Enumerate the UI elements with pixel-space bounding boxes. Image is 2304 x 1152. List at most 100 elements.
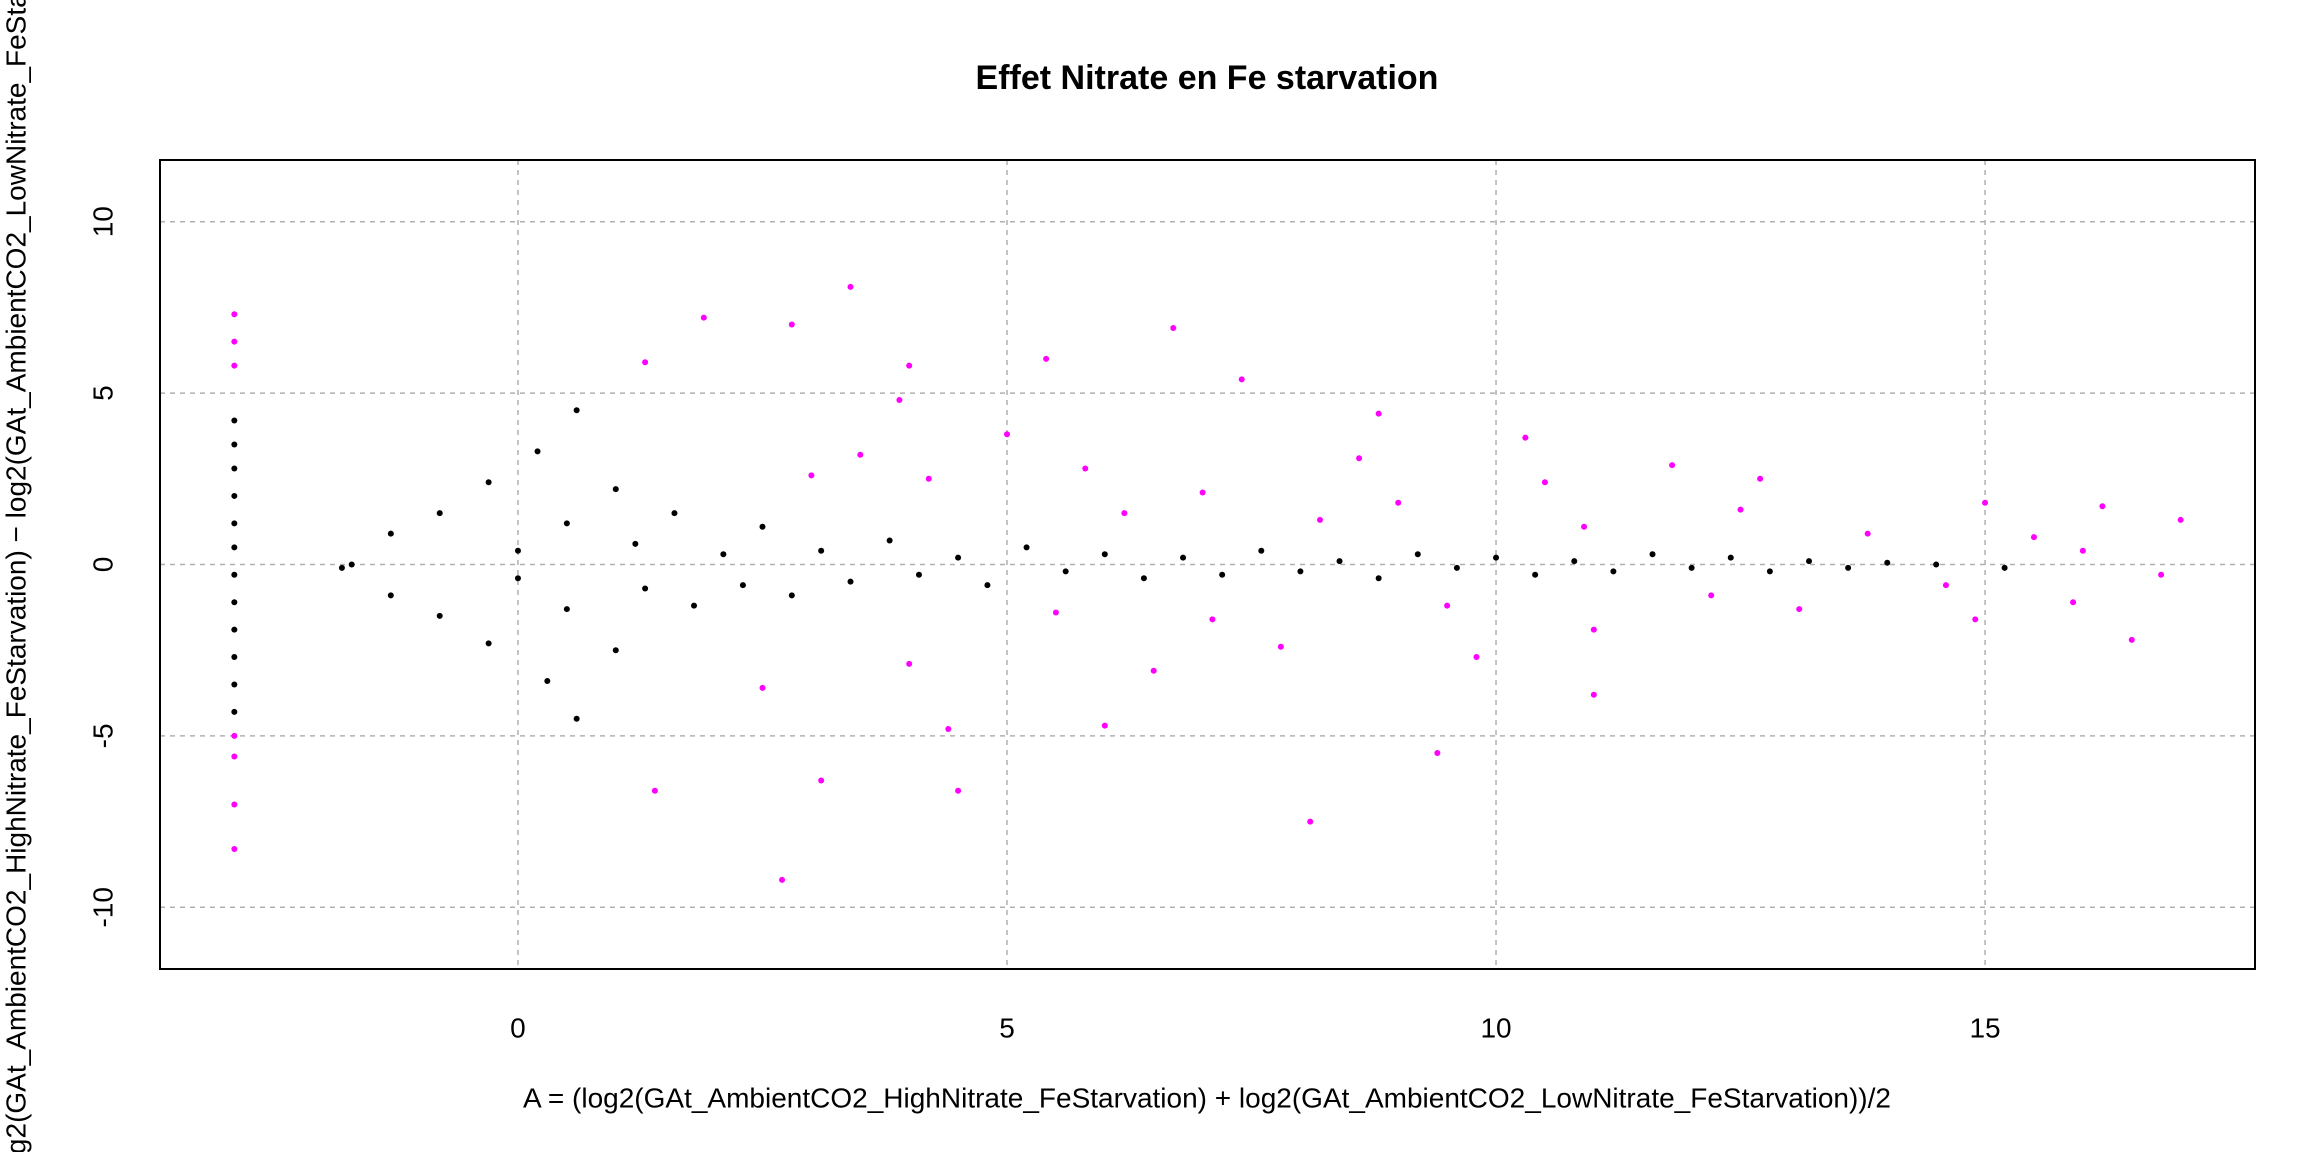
point [1140,575,1147,582]
point [984,582,991,589]
point [231,599,238,606]
point [1003,431,1010,438]
point [1473,654,1480,661]
point [779,876,786,883]
x-tick-label: 0 [510,1012,526,1043]
point [231,492,238,499]
point [1297,568,1304,575]
point [231,681,238,688]
point [1356,455,1363,462]
points [231,283,2184,883]
point [612,647,619,654]
point [436,612,443,619]
point [514,575,521,582]
point [906,362,913,369]
point [231,311,238,318]
point [886,537,893,544]
point [231,544,238,551]
point [1277,643,1284,650]
point [1180,554,1187,561]
point [642,585,649,592]
point [485,640,492,647]
point [691,602,698,609]
point [906,660,913,667]
point [1708,592,1715,599]
point [1737,506,1744,513]
point [671,510,678,517]
point [1942,582,1949,589]
point [231,441,238,448]
y-tick-label: 0 [87,557,118,573]
point [2030,534,2037,541]
point [231,708,238,715]
point [700,314,707,321]
point [1796,606,1803,613]
point [1541,479,1548,486]
x-axis-label: A = (log2(GAt_AmbientCO2_HighNitrate_FeS… [523,1082,1891,1113]
point [1522,434,1529,441]
point [1434,750,1441,757]
point [2128,636,2135,643]
point [925,475,932,482]
point [788,321,795,328]
point [1453,564,1460,571]
point [1590,691,1597,698]
point [1590,626,1597,633]
point [1845,564,1852,571]
point [2158,571,2165,578]
point [612,486,619,493]
x-tick-label: 15 [1969,1012,2000,1043]
point [642,359,649,366]
point [1101,551,1108,558]
point [1375,575,1382,582]
point [231,801,238,808]
point [632,540,639,547]
point [1933,561,1940,568]
point [1121,510,1128,517]
point [1972,616,1979,623]
point [231,571,238,578]
point [2070,599,2077,606]
point [2001,564,2008,571]
point [847,283,854,290]
point [1571,558,1578,565]
point [544,678,551,685]
point [1414,551,1421,558]
point [739,582,746,589]
point [514,547,521,554]
point [1258,547,1265,554]
point [2099,503,2106,510]
grid [160,160,2255,969]
point [1727,554,1734,561]
y-tick-label: -10 [87,887,118,927]
x-tick-label: 10 [1480,1012,1511,1043]
point [1062,568,1069,575]
point [485,479,492,486]
point [1766,568,1773,575]
point [231,362,238,369]
point [563,520,570,527]
point [896,396,903,403]
point [720,551,727,558]
point [1101,722,1108,729]
point [1610,568,1617,575]
point [231,626,238,633]
point [955,554,962,561]
point [2177,516,2184,523]
point [231,465,238,472]
point [348,561,355,568]
point [1493,554,1500,561]
point [818,777,825,784]
point [1150,667,1157,674]
point [231,520,238,527]
point [1532,571,1539,578]
point [1649,551,1656,558]
chart-title: Effet Nitrate en Fe starvation [976,59,1439,97]
point [1444,602,1451,609]
point [1864,530,1871,537]
point [573,715,580,722]
point [915,571,922,578]
point [338,564,345,571]
point [387,530,394,537]
point [231,846,238,853]
